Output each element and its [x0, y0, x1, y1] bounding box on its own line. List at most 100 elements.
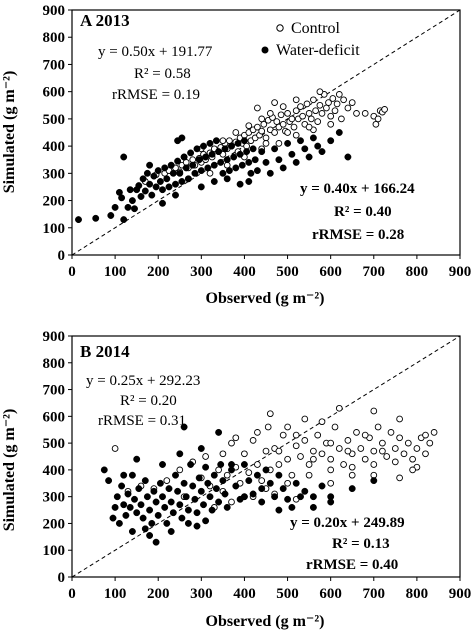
control-point [379, 439, 386, 447]
water-deficit-point [75, 216, 82, 224]
legend-control-label: Control [291, 20, 340, 37]
control-point [344, 437, 352, 444]
water-deficit-point [335, 129, 343, 136]
water-deficit-point [301, 145, 309, 153]
water-deficit-point [240, 137, 248, 145]
water-deficit-point [111, 203, 119, 211]
water-deficit-point [146, 506, 154, 514]
legend-water-deficit-marker [261, 46, 269, 54]
panel-a-y-tick-label: 600 [43, 85, 66, 101]
control-point [275, 140, 283, 147]
panel-a-label: A 2013 [80, 11, 130, 30]
panel-a-y-tick-label: 200 [43, 194, 66, 210]
panel-a-points [75, 88, 388, 224]
water-deficit-point [266, 169, 274, 177]
water-deficit-point [208, 150, 216, 158]
control-point [292, 96, 300, 104]
legend-water-deficit-label: Water-deficit [276, 42, 360, 59]
water-deficit-point [178, 514, 186, 522]
panel-b-x-tick-label: 100 [104, 586, 127, 602]
control-point [305, 471, 313, 479]
water-deficit-point [128, 471, 136, 479]
control-point [314, 431, 322, 439]
control-point [318, 418, 326, 426]
control-point [284, 423, 291, 431]
control-point [426, 439, 434, 447]
water-deficit-point [215, 428, 223, 436]
control-point [284, 110, 291, 117]
control-point [223, 471, 231, 479]
control-point [299, 112, 306, 120]
panel-b-x-tick-label: 500 [276, 586, 299, 602]
water-deficit-point [197, 167, 205, 175]
water-deficit-point [245, 178, 253, 185]
water-deficit-point [150, 172, 158, 180]
water-deficit-point [197, 487, 205, 495]
water-deficit-point [124, 490, 132, 498]
water-deficit-point [245, 158, 253, 166]
control-point [391, 445, 399, 452]
panel-b-y-tick-label: 800 [43, 356, 66, 372]
water-deficit-point [197, 183, 205, 191]
water-deficit-point [105, 477, 113, 485]
water-deficit-point [297, 137, 304, 145]
control-point [340, 96, 347, 104]
water-deficit-point [122, 511, 130, 519]
panel-a-plot-frame [71, 9, 461, 256]
panel-b-x-tick-label: 700 [363, 586, 386, 602]
water-deficit-point [284, 495, 292, 503]
water-deficit-point [292, 158, 300, 166]
panel-a-x-tick-label: 700 [363, 264, 386, 280]
water-deficit-point [139, 514, 147, 522]
water-deficit-point [202, 153, 210, 161]
control-point [292, 442, 300, 450]
water-deficit-point [111, 503, 119, 511]
panel-a-xlabel: Observed (g m⁻²) [206, 290, 325, 307]
water-deficit-point [262, 158, 270, 166]
panel-b-x-tick-label: 300 [190, 586, 213, 602]
water-deficit-point [225, 167, 233, 175]
water-deficit-point [180, 423, 188, 431]
panel-a-x-tick-label: 600 [319, 264, 342, 280]
panel-a-y-tick-label: 0 [58, 248, 66, 264]
control-point [312, 107, 319, 115]
water-deficit-point [249, 145, 257, 153]
control-point [271, 99, 278, 106]
water-deficit-point [327, 498, 335, 506]
water-deficit-point [172, 471, 179, 479]
control-point [335, 445, 343, 452]
water-deficit-point [146, 161, 154, 169]
water-deficit-point [193, 145, 201, 153]
water-deficit-point [189, 482, 197, 490]
panel-b-axes: 0 100 200 300 400 500 600 700 800 900 0 100 200 300 40… [43, 329, 472, 602]
water-deficit-point [297, 493, 304, 501]
panel-b-y-tick-label: 600 [43, 409, 66, 425]
control-point [361, 455, 369, 463]
water-deficit-point [133, 509, 141, 517]
control-point [241, 450, 248, 458]
water-deficit-point [150, 487, 158, 495]
control-point [400, 450, 408, 458]
water-deficit-point [266, 479, 274, 487]
legend-control-marker [276, 24, 284, 32]
control-point [111, 445, 119, 452]
water-deficit-point [215, 498, 223, 506]
control-point [301, 415, 309, 423]
water-deficit-point [262, 466, 270, 474]
control-point [318, 450, 326, 458]
water-deficit-point [348, 485, 356, 493]
water-deficit-point [120, 501, 128, 509]
water-deficit-point [236, 150, 244, 158]
control-point [262, 134, 270, 142]
panel-a-water-deficit-r2: R² = 0.40 [334, 204, 392, 220]
control-point [372, 120, 380, 128]
water-deficit-point [206, 493, 214, 501]
control-point [254, 104, 261, 112]
control-point [396, 415, 403, 423]
panel-b-one-to-one-line [71, 335, 461, 578]
water-deficit-point [288, 503, 296, 511]
water-deficit-point [212, 485, 220, 493]
panel-b-y-tick-label: 700 [43, 383, 66, 399]
water-deficit-point [271, 145, 279, 153]
